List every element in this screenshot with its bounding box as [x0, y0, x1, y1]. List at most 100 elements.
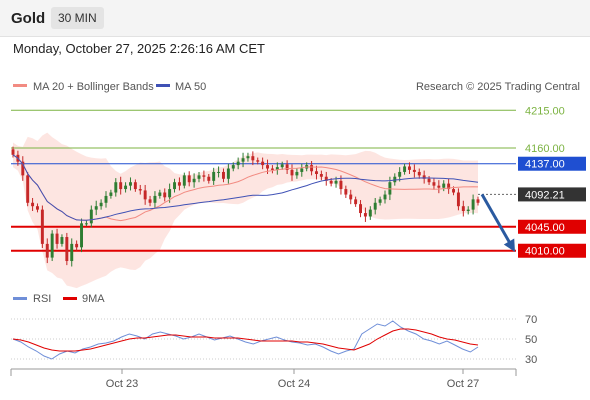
candle-body [466, 209, 470, 211]
candle-body [124, 185, 128, 190]
forecast-arrow-shaft [480, 193, 514, 248]
bollinger-band [13, 132, 478, 289]
candle-body [476, 199, 480, 203]
ma50-legend-swatch [156, 84, 170, 87]
candle-body [231, 165, 235, 169]
candle-body [75, 243, 79, 248]
candle-body [168, 189, 172, 198]
candle-body [447, 183, 451, 190]
interval-badge[interactable]: 30 MIN [51, 7, 104, 29]
rsi-ma-line [12, 328, 479, 352]
rsi-tick-50: 50 [525, 334, 537, 346]
candle-body [192, 178, 196, 183]
x-axis: Oct 23 Oct 24 Oct 27 [10, 368, 517, 390]
rsi-legend-swatch [13, 297, 27, 300]
ma50-legend-label: MA 50 [175, 81, 206, 93]
candle-body [173, 182, 176, 190]
level-labels: 4215.00 4160.00 4137.00 4092.21 4045.00 4010.… [518, 105, 586, 258]
x-tick-label: Oct 24 [278, 378, 310, 390]
rsi-tick-70: 70 [525, 314, 537, 326]
candle-body [324, 176, 328, 181]
level-label-4092.21: 4092.21 [525, 189, 565, 201]
candle-body [70, 243, 74, 262]
candle-body [222, 171, 225, 179]
candle-body [412, 169, 416, 172]
candle-body [398, 171, 402, 177]
candle-body [109, 192, 113, 196]
candle-body [226, 168, 230, 179]
candle-body [99, 202, 103, 207]
candle-body [133, 182, 137, 190]
candle-body [26, 175, 30, 203]
candle-body [177, 182, 181, 186]
candle-body [217, 171, 221, 173]
candle-body [280, 164, 284, 168]
candle-body [437, 185, 441, 188]
candle-body [138, 189, 142, 191]
candle-body [461, 206, 465, 211]
rsi-panel: 70 50 30 [11, 314, 537, 366]
candle-body [275, 167, 279, 170]
level-tag-4010.00 [518, 243, 586, 258]
candle-body [246, 156, 250, 159]
candle-body [452, 189, 455, 193]
candle-body [104, 195, 108, 203]
candle-body [60, 237, 64, 244]
level-label-4045.00: 4045.00 [525, 222, 565, 234]
candle-body [241, 158, 245, 162]
candle-body [442, 183, 446, 188]
x-tick-label: Oct 27 [447, 378, 479, 390]
candle-body [266, 165, 269, 169]
candle-body [378, 199, 382, 203]
candle-body [143, 190, 147, 200]
chart-datetime: Monday, October 27, 2025 2:26:16 AM CET [13, 41, 265, 56]
rsi-legend: RSI 9MA [13, 293, 105, 305]
ma50-line [12, 154, 479, 221]
candle-body [368, 209, 372, 217]
candles-layer [11, 146, 480, 267]
candle-body [251, 156, 255, 161]
candle-body [403, 166, 407, 172]
moving-averages [12, 154, 479, 222]
candle-body [408, 166, 411, 170]
candle-body [36, 206, 39, 210]
level-tag-4045.00 [518, 219, 586, 234]
candle-body [471, 199, 475, 210]
candle-body [388, 182, 392, 195]
main-legend: MA 20 + Bollinger Bands MA 50 Research ©… [13, 81, 580, 93]
candle-body [295, 171, 299, 176]
credit-label: Research © 2025 Trading Central [416, 81, 580, 93]
candle-body [153, 195, 157, 203]
candle-body [417, 171, 421, 176]
candle-body [456, 192, 460, 207]
candle-body [21, 161, 25, 176]
candle-body [202, 175, 206, 177]
level-label-4160.00: 4160.00 [525, 143, 565, 155]
candle-body [182, 175, 186, 186]
candle-body [427, 178, 431, 183]
candle-body [300, 168, 304, 172]
candle-body [329, 180, 333, 184]
candle-body [129, 182, 132, 186]
candle-body [432, 182, 436, 186]
candle-body [31, 202, 35, 207]
candle-body [383, 194, 387, 200]
forecast-arrow [480, 193, 515, 252]
candle-body [119, 182, 123, 190]
candle-body [187, 175, 191, 183]
candle-body [363, 213, 367, 217]
rsi-line [12, 320, 479, 360]
instrument-title: Gold [11, 10, 46, 27]
candle-body [40, 209, 44, 244]
candle-body [45, 243, 49, 258]
candle-body [114, 182, 118, 193]
candle-body [158, 192, 162, 196]
bollinger-layer [13, 132, 478, 289]
candle-body [344, 189, 348, 195]
rsi-legend-label: RSI [33, 293, 51, 305]
candle-body [270, 168, 274, 170]
ma20-legend-label: MA 20 + Bollinger Bands [33, 81, 154, 93]
header-bar: Gold 30 MIN [0, 0, 590, 37]
candle-body [89, 209, 93, 224]
